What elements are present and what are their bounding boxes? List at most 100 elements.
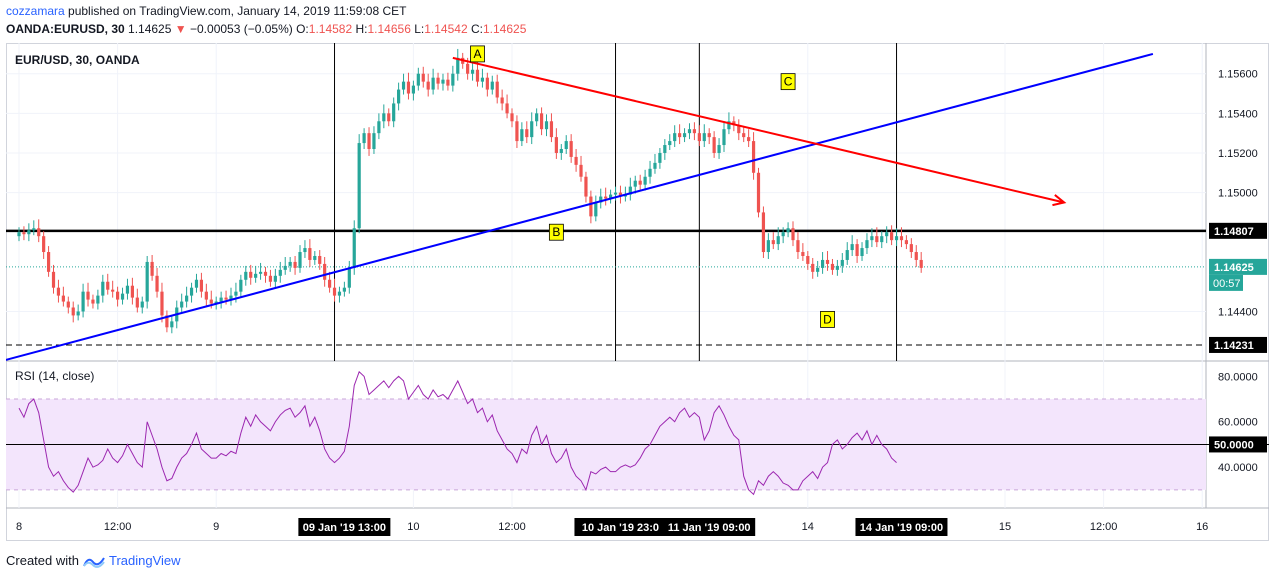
last-price: 1.14625 — [128, 22, 172, 36]
countdown-bg — [1209, 274, 1243, 291]
candle-body — [446, 79, 450, 86]
candle-body — [485, 77, 489, 90]
candle-body — [392, 103, 396, 122]
candle-body — [42, 236, 46, 253]
candle-body — [416, 73, 420, 86]
candle-body — [865, 240, 869, 249]
candle-body — [357, 143, 361, 229]
point-label: A — [473, 47, 481, 61]
tradingview-brand-link[interactable]: TradingView — [108, 553, 181, 568]
candle-body — [37, 228, 41, 237]
price-tick-label: 1.14400 — [1218, 306, 1258, 318]
candle-body — [466, 63, 470, 74]
chart-title: EUR/USD, 30, OANDA — [15, 53, 140, 67]
candle-body — [367, 133, 371, 150]
candle-body — [431, 77, 435, 90]
candle-body — [199, 279, 204, 292]
candle-body — [796, 240, 800, 253]
candle-body — [273, 275, 277, 282]
candle-body — [170, 321, 174, 328]
candle-body — [470, 69, 475, 74]
candle-body — [678, 133, 682, 138]
candle-body — [786, 228, 790, 233]
price-tick-label: 1.15000 — [1218, 188, 1258, 200]
candle-body — [263, 271, 268, 276]
time-tick-label: 15 — [999, 521, 1011, 533]
candle-body — [150, 261, 154, 276]
candle-body — [668, 141, 672, 146]
time-highlight-label: 11 Jan '19 09:00 — [668, 522, 751, 534]
candle-body — [120, 293, 125, 300]
candle-body — [352, 228, 356, 268]
time-highlight-bg — [663, 518, 756, 536]
candle-body — [32, 228, 36, 231]
point-label: C — [784, 75, 793, 89]
candle-body — [318, 255, 322, 264]
time-tick-label: 8 — [16, 521, 22, 533]
chart-area[interactable]: 1.15600 1.15400 1.15200 1.15000 1.14400 8 12:0… — [0, 43, 1269, 541]
candle-body — [727, 121, 731, 130]
candle-body — [293, 261, 297, 268]
candle-body — [658, 152, 662, 163]
price-chart[interactable]: 1.15600 1.15400 1.15200 1.15000 1.14400 8 12:0… — [0, 43, 1269, 541]
candle-body — [397, 89, 401, 104]
candle-body — [249, 271, 253, 278]
candle-body — [520, 129, 524, 142]
price-tag-label: 1.14625 — [1214, 262, 1254, 274]
candle-body — [219, 297, 223, 302]
candle-body — [811, 263, 815, 272]
symbol-line: OANDA:EURUSD, 30 1.14625 ▼ −0.00053 (−0.… — [6, 22, 526, 36]
candle-body — [761, 212, 766, 253]
candle-body — [239, 279, 243, 292]
candle-body — [387, 113, 391, 122]
candle-body — [899, 236, 904, 241]
candle-body — [801, 252, 805, 256]
candle-body — [870, 236, 874, 241]
candle-body — [840, 259, 844, 266]
candle-body — [845, 250, 849, 260]
candle-body — [56, 287, 61, 296]
candle-body — [347, 267, 351, 288]
candle-body — [914, 252, 918, 260]
candle-body — [604, 196, 608, 199]
rsi-tick-label: 80.0000 — [1218, 371, 1258, 383]
candle-body — [337, 291, 342, 296]
candle-body — [820, 259, 825, 268]
candle-body — [554, 137, 558, 153]
candle-body — [673, 133, 677, 142]
candle-body — [712, 137, 716, 153]
candle-body — [599, 196, 603, 203]
candle-body — [653, 162, 657, 169]
author-link[interactable]: cozzamara — [6, 4, 65, 18]
candle-body — [835, 265, 839, 270]
tradingview-logo-icon — [83, 556, 105, 568]
candle-body — [303, 248, 307, 253]
candle-body — [209, 299, 213, 304]
candle-body — [125, 285, 130, 294]
candle-body — [244, 271, 248, 280]
candle-body — [86, 291, 90, 300]
point-label-box — [548, 223, 564, 241]
candle-body — [298, 252, 302, 268]
candle-body — [116, 291, 120, 300]
candle-body — [742, 133, 746, 138]
price-tick-label: 1.15200 — [1218, 148, 1258, 160]
candle-body — [633, 180, 637, 187]
candle-body — [327, 279, 332, 288]
candle-body — [830, 263, 835, 270]
candle-body — [682, 133, 687, 138]
candle-body — [46, 252, 51, 272]
candle-body — [185, 295, 189, 302]
rsi-mid-label-bg — [1209, 436, 1267, 453]
candle-body — [535, 113, 539, 122]
candle-body — [875, 236, 879, 243]
candle-body — [747, 137, 751, 142]
price-tick-label: 1.15400 — [1218, 108, 1258, 120]
chart-frame — [6, 43, 1269, 541]
candle-body — [160, 291, 164, 316]
candle-body — [426, 81, 430, 90]
trendline-blue — [0, 52, 1154, 363]
candle-body — [135, 297, 139, 308]
candle-body — [609, 194, 613, 199]
price-tag-bg — [1209, 258, 1267, 275]
